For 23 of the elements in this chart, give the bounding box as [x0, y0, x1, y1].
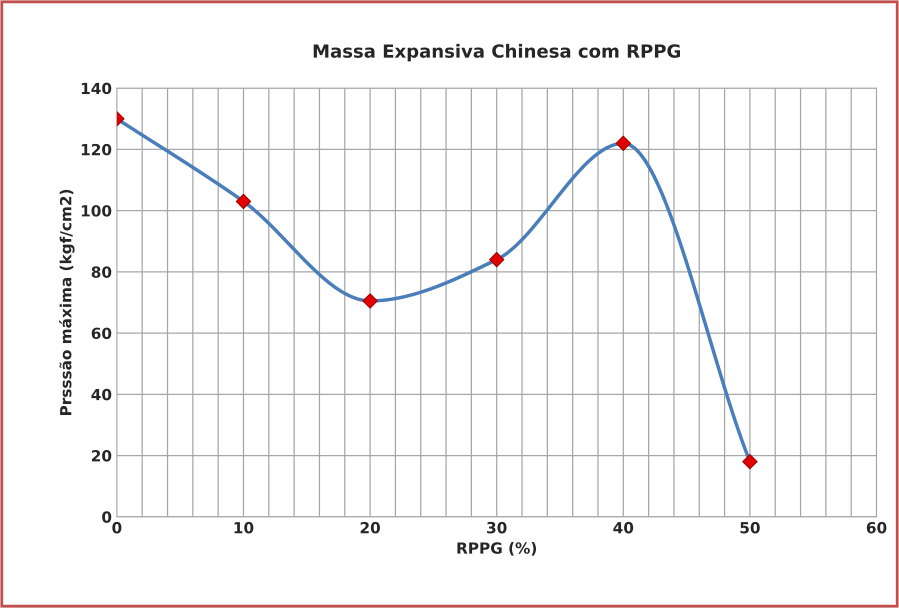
point	[742, 454, 758, 470]
chart-title: Massa Expansiva Chinesa com RPPG	[314, 44, 680, 62]
y-tick-label: 60	[92, 328, 112, 340]
point	[362, 293, 378, 309]
x-axis-title: RPPG (%)	[457, 542, 536, 556]
point	[616, 136, 632, 151]
x-tick-label: 60	[866, 522, 886, 534]
y-tick-label: 100	[82, 205, 112, 217]
x-tick-label: 50	[740, 522, 760, 534]
y-tick-label: 120	[82, 144, 112, 156]
y-axis-title: Prsssão máxima (kgf/cm2)	[59, 190, 75, 416]
x-tick-label: 10	[234, 522, 254, 534]
y-tick-label: 140	[82, 82, 112, 94]
y-tick-label: 80	[92, 266, 112, 278]
point	[488, 252, 504, 268]
x-tick-label: 0	[112, 522, 122, 534]
x-tick-label: 30	[487, 522, 507, 534]
y-tick-label: 40	[91, 388, 112, 400]
x-tick-label: 20	[360, 522, 380, 534]
point	[236, 194, 252, 210]
y-tick-label: 0	[102, 511, 112, 523]
y-tick-label: 20	[92, 450, 112, 462]
x-tick-label: 40	[613, 522, 634, 534]
